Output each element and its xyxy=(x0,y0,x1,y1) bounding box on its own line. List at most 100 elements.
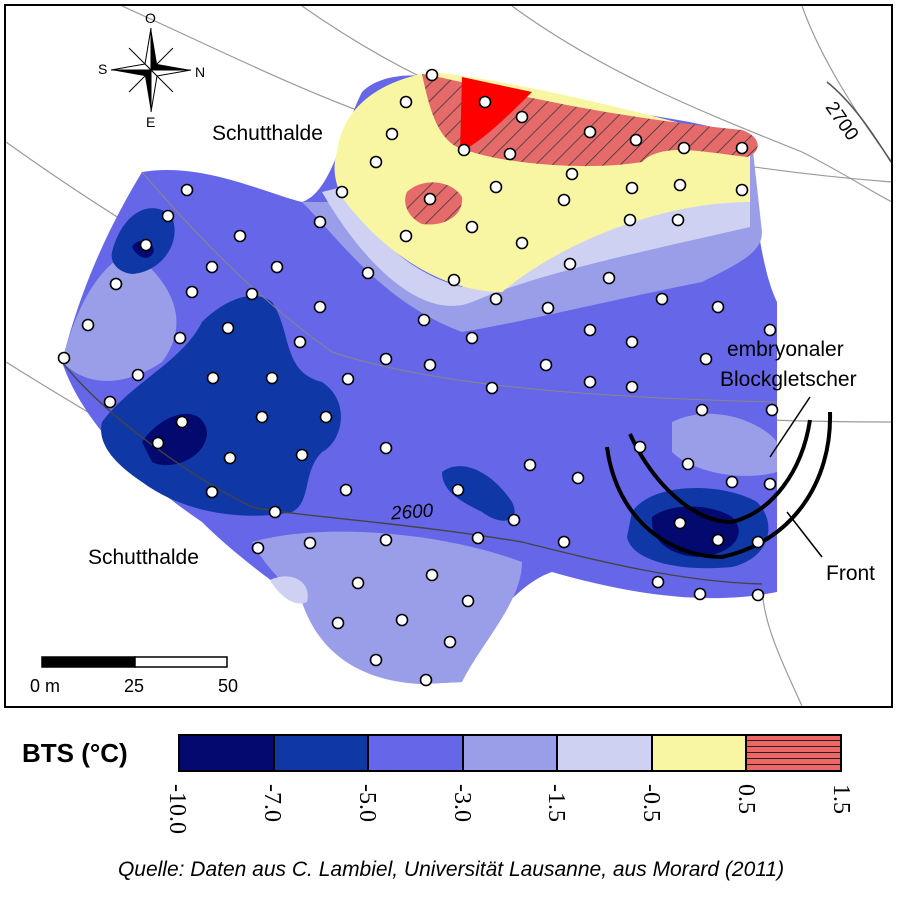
measurement-point xyxy=(515,236,529,250)
front-label: Front xyxy=(826,562,876,585)
measurement-point xyxy=(711,533,725,547)
measurement-point xyxy=(523,458,537,472)
measurement-point xyxy=(295,448,309,462)
measurement-point xyxy=(671,213,685,227)
measurement-point xyxy=(735,183,749,197)
measurement-point xyxy=(175,415,189,429)
measurement-point xyxy=(341,372,355,386)
measurement-point xyxy=(711,300,725,314)
legend-tick-label: -5.0 xyxy=(353,784,380,822)
measurement-point xyxy=(583,323,597,337)
legend-cell-2 xyxy=(369,736,464,770)
measurement-point xyxy=(557,535,571,549)
measurement-point xyxy=(465,331,479,345)
compass-east-label: E xyxy=(146,114,156,130)
measurement-point xyxy=(539,358,553,372)
measurement-points xyxy=(57,68,779,687)
legend-tick-label: -10.0 xyxy=(164,784,190,834)
measurement-point xyxy=(673,178,687,192)
legend-title: BTS (°C) xyxy=(22,738,128,768)
measurement-point xyxy=(625,380,639,394)
measurement-point xyxy=(419,673,433,687)
measurement-point xyxy=(583,125,597,139)
measurement-point xyxy=(335,185,349,199)
measurement-point xyxy=(303,536,317,550)
measurement-point xyxy=(489,292,503,306)
legend-tick-label: -1.5 xyxy=(543,784,570,822)
measurement-point xyxy=(447,273,461,287)
compass-north-label: N xyxy=(195,64,206,80)
measurement-point xyxy=(633,440,647,454)
measurement-point xyxy=(293,335,307,349)
legend-tick-label: -0.5 xyxy=(638,784,665,822)
legend-cell-6 xyxy=(747,736,841,770)
measurement-point xyxy=(313,215,327,229)
measurement-point xyxy=(471,531,485,545)
measurement-point xyxy=(763,477,777,491)
measurement-point xyxy=(763,323,777,337)
measurement-point xyxy=(735,141,749,155)
measurement-point xyxy=(319,410,333,424)
temperature-zones xyxy=(62,72,777,684)
measurement-point xyxy=(425,68,439,82)
measurement-point xyxy=(423,358,437,372)
measurement-point xyxy=(395,613,409,627)
glacier-front-arcs xyxy=(605,411,833,560)
legend-cell-1 xyxy=(274,736,370,770)
measurement-point xyxy=(557,193,571,207)
measurement-point xyxy=(565,167,579,181)
scale-bar xyxy=(41,656,228,668)
measurement-point xyxy=(423,192,437,206)
measurement-point xyxy=(399,95,413,109)
measurement-point xyxy=(623,213,637,227)
legend-tick-label: -7.0 xyxy=(258,784,285,822)
measurement-point xyxy=(369,653,383,667)
legend-cell-4 xyxy=(558,736,653,770)
measurement-point xyxy=(245,287,259,301)
measurement-point xyxy=(313,300,327,314)
compass-west-label: O xyxy=(145,10,156,26)
measurement-point xyxy=(109,277,123,291)
measurement-point xyxy=(583,375,597,389)
compass-south-label: S xyxy=(98,61,108,77)
scree-label-top: Schutthalde xyxy=(212,122,323,145)
measurement-point xyxy=(515,110,529,124)
glacier-label-line2: Blockgletscher xyxy=(720,368,857,391)
measurement-point xyxy=(161,209,175,223)
measurement-point xyxy=(625,181,639,195)
measurement-point xyxy=(369,155,383,169)
measurement-point xyxy=(693,587,707,601)
measurement-point xyxy=(185,285,199,299)
measurement-point xyxy=(103,395,117,409)
legend-cell-5 xyxy=(652,736,748,770)
measurement-point xyxy=(425,568,439,582)
measurement-point xyxy=(399,229,413,243)
measurement-point xyxy=(139,238,153,252)
source-caption: Quelle: Daten aus C. Lambiel, Universitä… xyxy=(117,858,785,881)
measurement-point xyxy=(751,588,765,602)
measurement-point xyxy=(629,133,643,147)
measurement-point xyxy=(270,260,284,274)
measurement-point xyxy=(205,485,219,499)
measurement-point xyxy=(443,635,457,649)
measurement-point xyxy=(57,351,71,365)
measurement-point xyxy=(205,260,219,274)
measurement-point xyxy=(465,220,479,234)
measurement-point xyxy=(457,143,471,157)
measurement-point xyxy=(331,616,345,630)
measurement-point xyxy=(485,381,499,395)
map-frame: O S N E Schutthalde Schutthalde embryona… xyxy=(4,4,893,708)
measurement-point xyxy=(255,410,269,424)
scale-label-0: 0 m xyxy=(30,676,61,696)
legend-cell-0 xyxy=(180,736,275,770)
measurement-point xyxy=(251,541,265,555)
legend-tick-label: -3.0 xyxy=(448,784,475,822)
measurement-point xyxy=(673,516,687,530)
measurement-point xyxy=(131,368,145,382)
measurement-point xyxy=(461,594,475,608)
legend-tick-label: 0.5 xyxy=(733,784,760,814)
scale-label-25: 25 xyxy=(124,676,145,696)
measurement-point xyxy=(655,292,669,306)
measurement-point xyxy=(221,321,235,335)
measurement-point xyxy=(339,483,353,497)
